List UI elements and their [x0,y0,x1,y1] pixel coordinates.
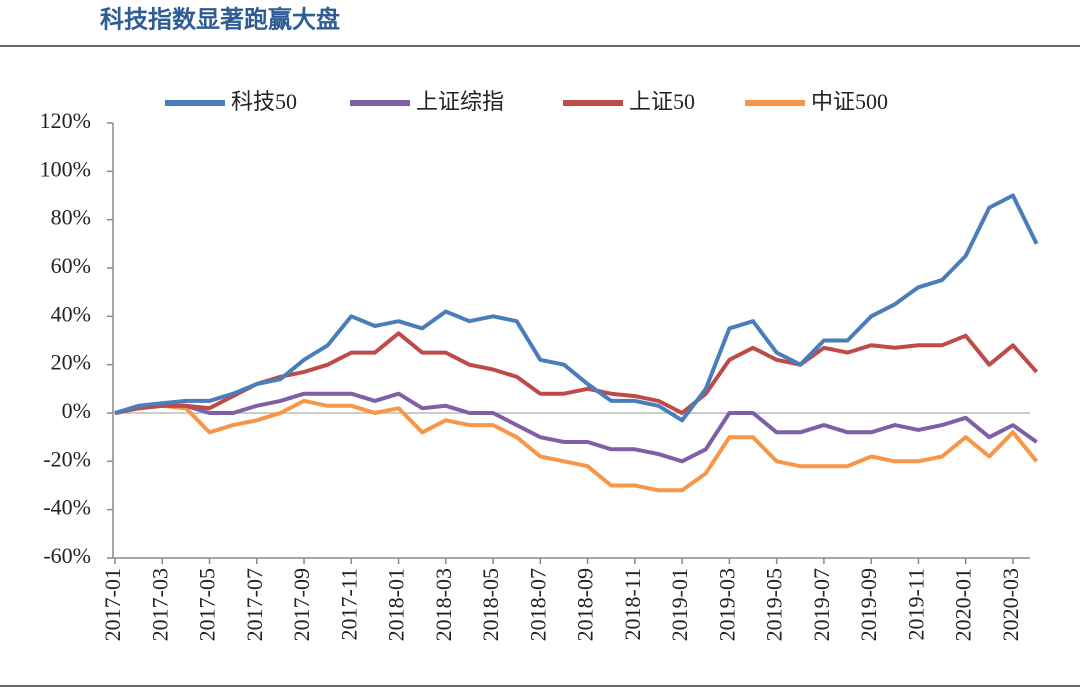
x-tick-label: 2018-01 [384,568,409,641]
x-tick-label: 2018-05 [478,568,503,641]
y-tick-label: 20% [51,350,91,375]
legend-label: 上证综指 [416,89,504,114]
x-tick-label: 2019-07 [809,568,834,641]
y-tick-label: -60% [43,543,91,568]
x-tick-label: 2019-01 [667,568,692,641]
x-tick-label: 2019-09 [856,568,881,641]
x-tick-label: 2020-03 [998,568,1023,641]
y-tick-label: 120% [40,108,91,133]
x-tick-label: 2019-11 [903,568,928,641]
x-tick-label: 2018-11 [620,568,645,641]
x-tick-label: 2019-05 [762,568,787,641]
legend-label: 上证50 [629,89,695,114]
x-tick-label: 2017-01 [100,568,125,641]
x-tick-label: 2018-09 [573,568,598,641]
series-line [114,193,1039,423]
y-tick-label: 40% [51,301,91,326]
y-tick-label: -40% [43,495,91,520]
x-tick-label: 2018-07 [525,568,550,641]
y-tick-label: -20% [43,446,91,471]
y-tick-label: 60% [51,253,91,278]
legend-label: 中证500 [811,89,888,114]
x-tick-label: 2017-11 [336,568,361,641]
x-tick-label: 2017-05 [195,568,220,641]
legend-label: 科技50 [231,89,297,114]
chart-title: 科技指数显著跑赢大盘 [100,6,340,34]
x-tick-label: 2019-03 [714,568,739,641]
x-tick-label: 2018-03 [431,568,456,641]
y-tick-label: 100% [40,156,91,181]
x-tick-label: 2017-03 [147,568,172,641]
y-tick-label: 0% [62,398,91,423]
x-tick-label: 2017-09 [289,568,314,641]
series-line [114,391,1038,464]
x-tick-label: 2017-07 [242,568,267,641]
x-tick-label: 2020-01 [951,568,976,641]
y-tick-label: 80% [51,205,91,230]
series-line [114,398,1039,493]
